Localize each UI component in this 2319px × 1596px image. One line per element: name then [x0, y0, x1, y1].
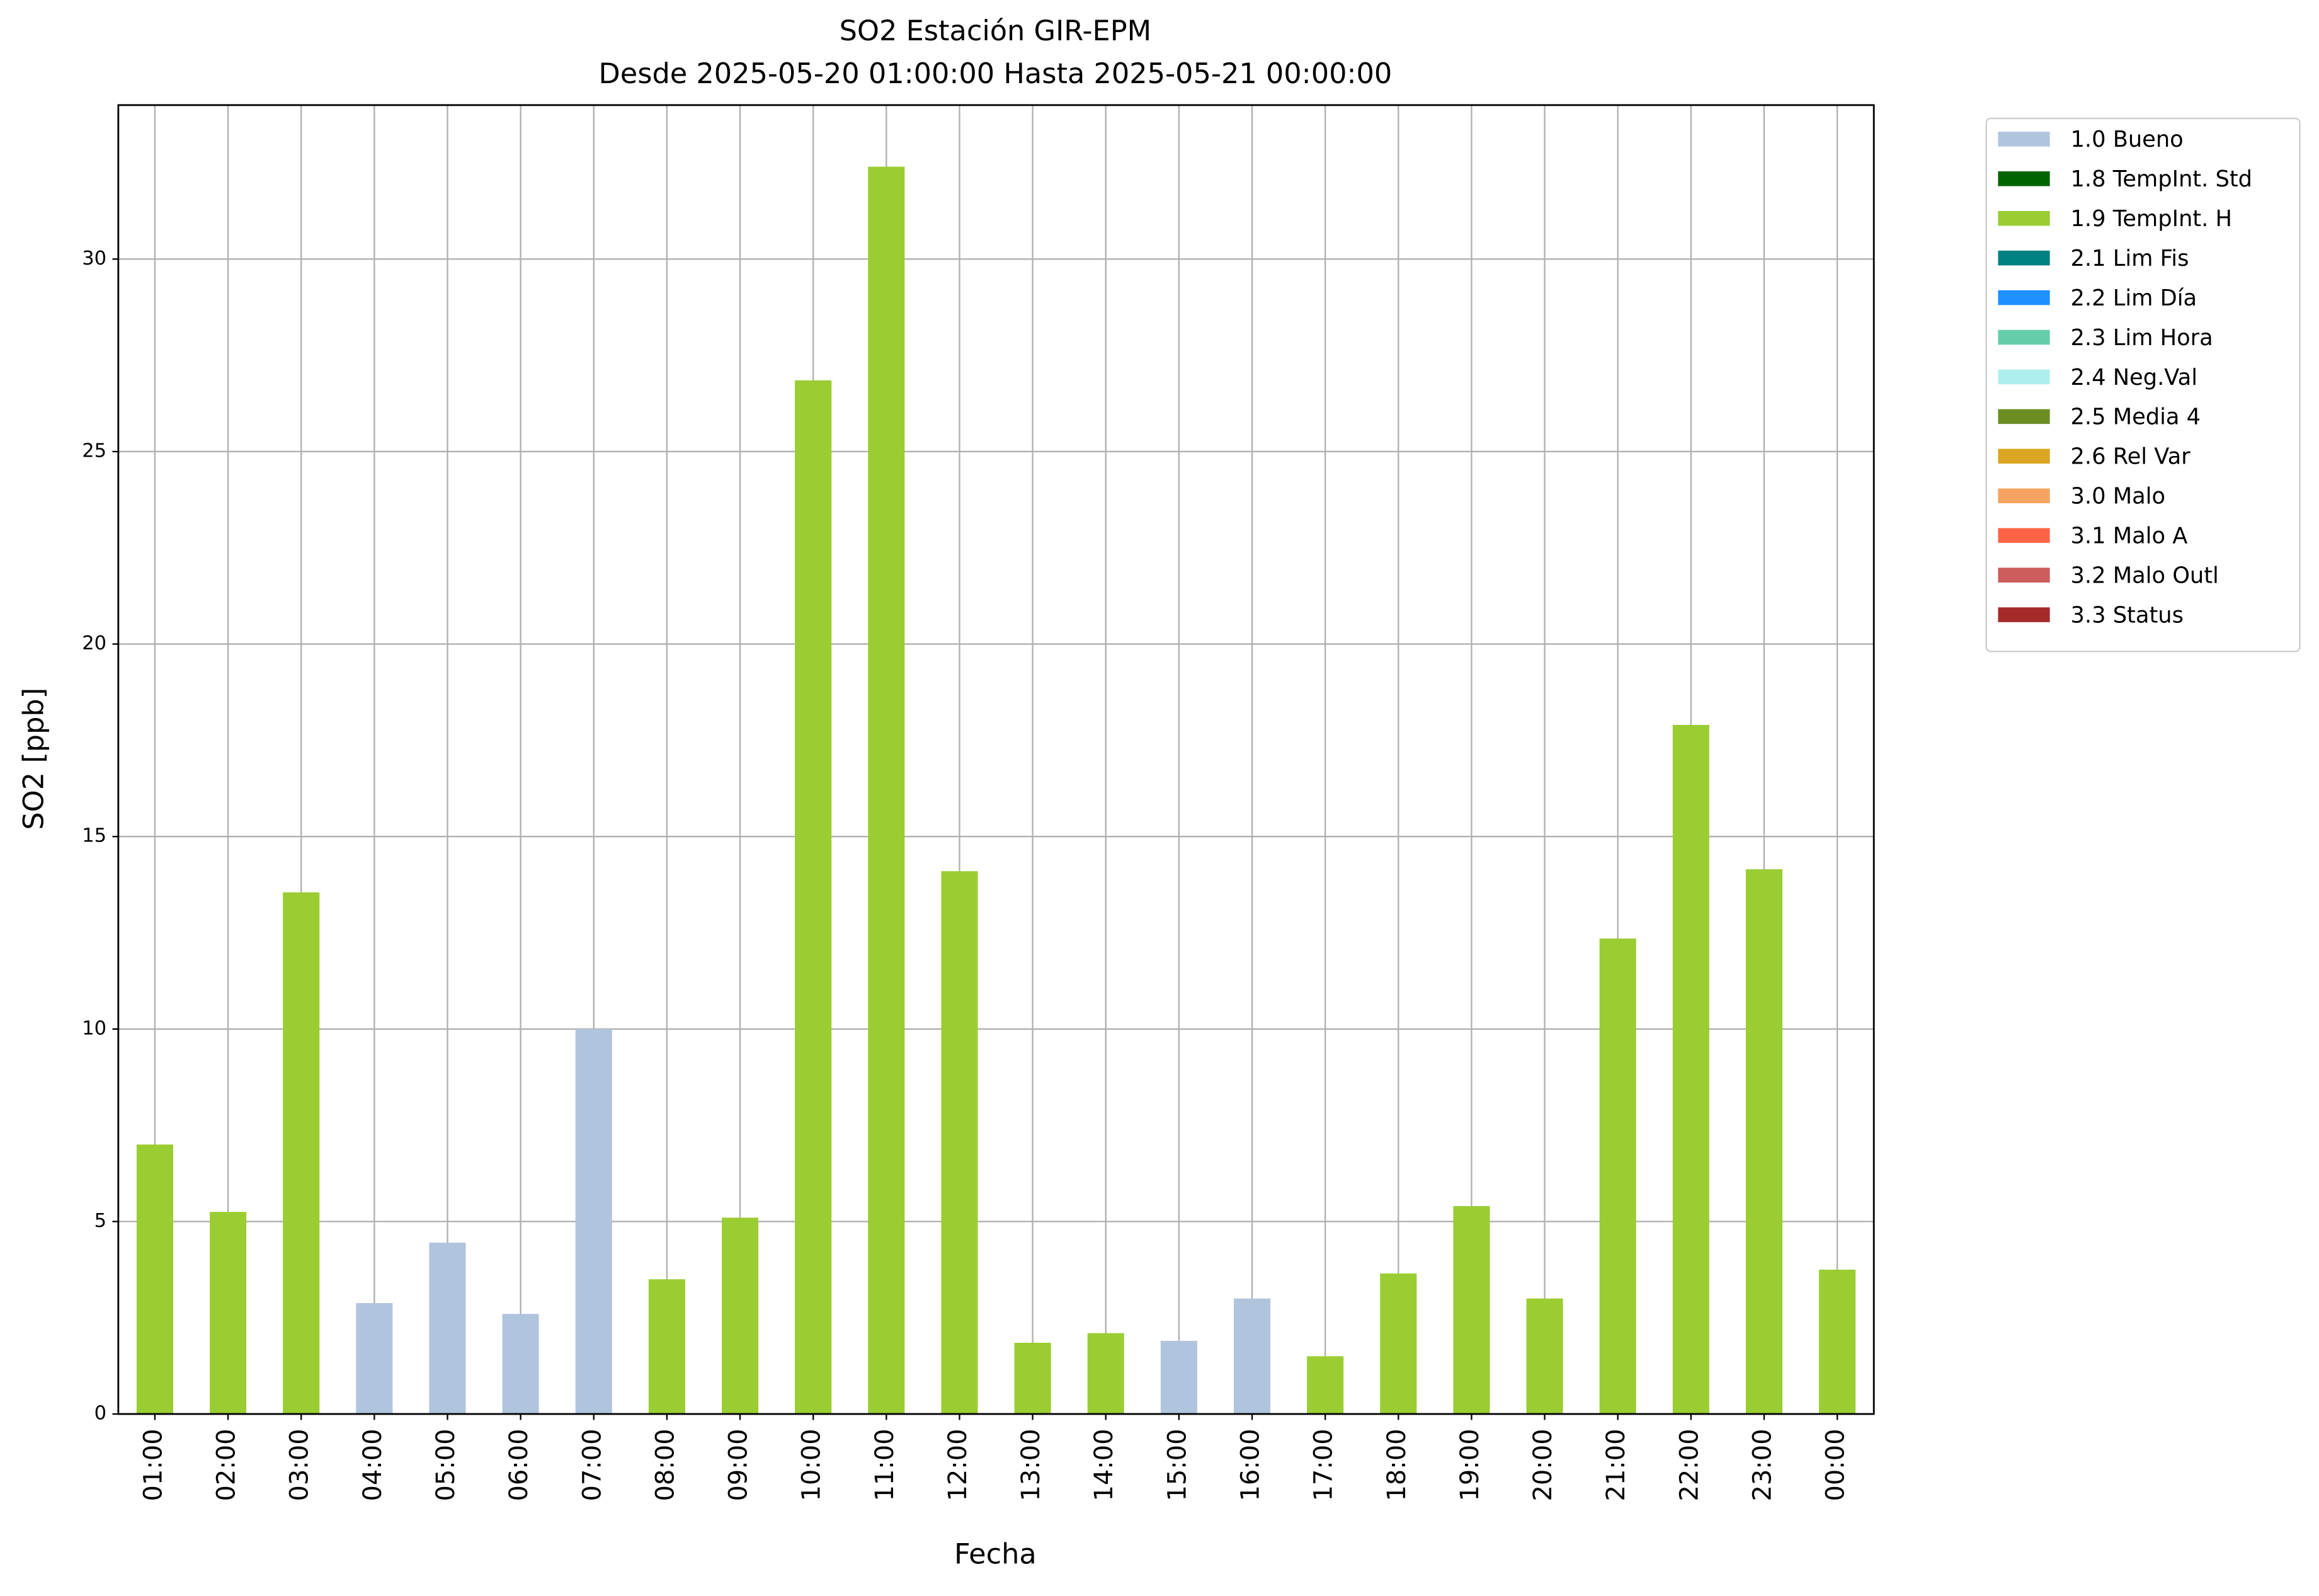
- bar: [575, 1029, 612, 1415]
- legend-swatch: [1998, 132, 2050, 147]
- x-tick-label: 18:00: [1382, 1429, 1411, 1502]
- x-tick-label: 12:00: [943, 1429, 972, 1502]
- bar: [722, 1217, 759, 1415]
- x-tick-label: 10:00: [797, 1429, 826, 1502]
- bar: [210, 1212, 247, 1415]
- x-tick-label: 04:00: [358, 1429, 387, 1502]
- bar: [283, 892, 320, 1415]
- bar: [1307, 1356, 1344, 1415]
- legend-box: [1985, 117, 2301, 653]
- bar: [868, 166, 905, 1415]
- legend-label: 3.2 Malo Outl: [2071, 562, 2219, 588]
- legend-swatch: [1998, 409, 2050, 425]
- x-tick-label: 09:00: [724, 1429, 753, 1502]
- x-tick-label: 01:00: [139, 1429, 168, 1502]
- legend-swatch: [1998, 290, 2050, 305]
- x-tick-label: 06:00: [504, 1429, 533, 1502]
- x-tick-label: 17:00: [1309, 1429, 1338, 1502]
- bar: [1087, 1333, 1124, 1415]
- bar: [1160, 1340, 1197, 1415]
- y-tick-label: 30: [82, 248, 106, 270]
- y-tick-label: 25: [82, 440, 106, 462]
- legend-swatch: [1998, 369, 2050, 385]
- x-tick-label: 00:00: [1821, 1429, 1850, 1502]
- legend-swatch: [1998, 607, 2050, 622]
- y-axis-label: SO2 [ppb]: [17, 688, 50, 830]
- x-tick-label: 03:00: [285, 1429, 314, 1502]
- legend-label: 1.0 Bueno: [2071, 127, 2184, 152]
- x-tick-label: 22:00: [1675, 1429, 1704, 1502]
- bar: [1380, 1273, 1417, 1415]
- legend-label: 2.6 Rel Var: [2071, 444, 2191, 470]
- x-tick-label: 13:00: [1017, 1429, 1046, 1502]
- legend-swatch: [1998, 210, 2050, 226]
- y-tick-label: 15: [82, 825, 106, 847]
- bar: [1014, 1342, 1051, 1415]
- bar: [795, 380, 832, 1415]
- bar: [1526, 1298, 1563, 1415]
- x-tick-label: 02:00: [212, 1429, 241, 1502]
- x-tick-label: 19:00: [1456, 1429, 1484, 1502]
- bar: [1745, 869, 1783, 1415]
- bar: [941, 871, 978, 1415]
- legend-swatch: [1998, 528, 2050, 543]
- legend-swatch: [1998, 488, 2050, 504]
- bar: [502, 1314, 539, 1415]
- legend-label: 2.3 Lim Hora: [2071, 325, 2213, 351]
- legend-swatch: [1998, 567, 2050, 583]
- bar: [429, 1243, 466, 1415]
- legend-label: 3.0 Malo: [2071, 484, 2166, 510]
- bar: [1672, 724, 1709, 1415]
- bar: [1453, 1206, 1490, 1415]
- x-tick-label: 14:00: [1090, 1429, 1119, 1502]
- plot-frame: [117, 104, 1875, 1415]
- x-axis-label: Fecha: [954, 1537, 1037, 1570]
- y-tick-label: 0: [94, 1403, 106, 1425]
- legend-label: 3.1 Malo A: [2071, 523, 2188, 549]
- bar: [1599, 938, 1636, 1415]
- x-tick-label: 08:00: [651, 1429, 680, 1502]
- legend-label: 2.4 Neg.Val: [2071, 365, 2198, 390]
- legend-swatch: [1998, 250, 2050, 266]
- legend-label: 3.3 Status: [2071, 602, 2184, 628]
- legend-swatch: [1998, 171, 2050, 186]
- x-tick-label: 16:00: [1236, 1429, 1265, 1502]
- bar: [136, 1144, 173, 1415]
- chart-title: SO2 Estación GIR-EPM: [840, 14, 1152, 47]
- legend-label: 2.1 Lim Fis: [2071, 246, 2189, 271]
- y-tick-label: 10: [82, 1017, 106, 1039]
- legend-swatch: [1998, 329, 2050, 345]
- legend-label: 1.8 TempInt. Std: [2071, 166, 2252, 192]
- legend-label: 2.5 Media 4: [2071, 404, 2201, 430]
- bar: [1233, 1298, 1271, 1415]
- bar: [356, 1302, 393, 1415]
- x-tick-label: 21:00: [1602, 1429, 1631, 1502]
- bar: [648, 1279, 685, 1415]
- x-tick-label: 07:00: [578, 1429, 607, 1502]
- legend-label: 2.2 Lim Día: [2071, 285, 2197, 311]
- x-tick-label: 23:00: [1748, 1429, 1777, 1502]
- y-tick-label: 5: [94, 1210, 106, 1232]
- legend-swatch: [1998, 448, 2050, 464]
- x-tick-label: 20:00: [1529, 1429, 1558, 1502]
- chart-subtitle: Desde 2025-05-20 01:00:00 Hasta 2025-05-…: [598, 57, 1392, 90]
- x-tick-label: 05:00: [431, 1429, 460, 1502]
- x-tick-label: 15:00: [1163, 1429, 1192, 1502]
- legend-label: 1.9 TempInt. H: [2071, 206, 2232, 232]
- x-tick-label: 11:00: [870, 1429, 899, 1502]
- y-tick-label: 20: [82, 632, 106, 654]
- bar: [1819, 1269, 1856, 1415]
